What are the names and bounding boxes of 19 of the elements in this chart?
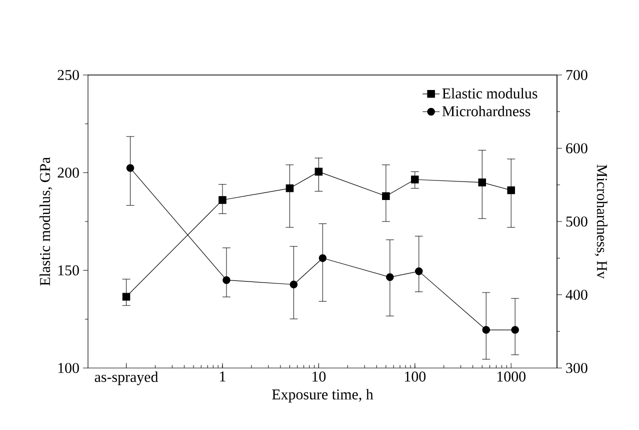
y2-axis-title: Microhardness, Hv [594, 164, 608, 279]
x-tick-label: as-sprayed [94, 372, 158, 386]
y2-tick-label: 400 [566, 290, 588, 300]
y2-tick-label: 600 [566, 143, 588, 154]
x-tick-label: 100 [405, 372, 426, 382]
y-tick-label: 150 [58, 265, 79, 276]
y2-tick-label: 500 [566, 216, 588, 227]
legend-label: Microhardness [442, 106, 530, 116]
x-tick-label: 1000 [497, 372, 526, 382]
legend-label: Elastic modulus [442, 88, 538, 98]
x-axis-title: Exposure time, h [272, 388, 374, 403]
x-tick-label: 1 [220, 372, 226, 382]
y-tick-label: 200 [58, 168, 79, 178]
y-axis-title: Elastic modulus, GPa [40, 157, 52, 286]
x-tick-label: 10 [312, 372, 326, 382]
y2-tick-label: 300 [566, 362, 588, 374]
y2-tick-label: 700 [566, 70, 588, 80]
y-tick-label: 250 [58, 70, 79, 80]
y-tick-label: 100 [58, 362, 79, 374]
